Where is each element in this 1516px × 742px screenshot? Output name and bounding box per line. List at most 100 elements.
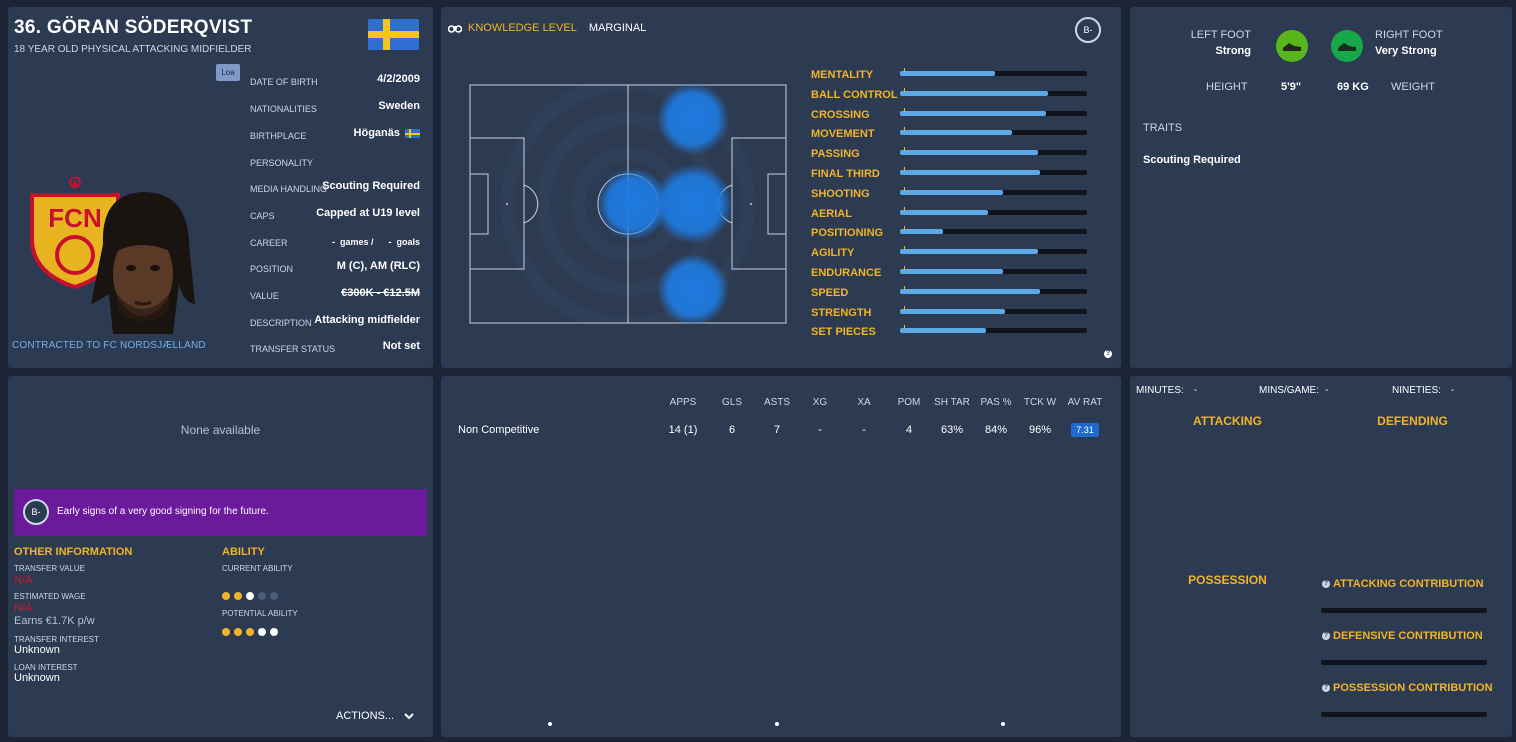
- stats-column-header[interactable]: GLS: [721, 397, 742, 408]
- page-dot[interactable]: [548, 722, 552, 726]
- loan-badge[interactable]: Loa: [216, 64, 240, 81]
- attribute-name: AGILITY: [811, 247, 855, 260]
- ability-star-icon: [258, 628, 266, 636]
- season-stats-panel: APPS GLS ASTS XG XA POM SH TAR PAS % TCK W AV RAT…: [441, 376, 1121, 737]
- info-key: BIRTHPLACE: [250, 131, 307, 141]
- left-boot-icon: [1276, 30, 1308, 62]
- right-foot-label: RIGHT FOOT: [1375, 29, 1443, 41]
- info-row-description: DESCRIPTION Attacking midfielder: [250, 314, 420, 334]
- scout-recommendation-banner[interactable]: B- Early signs of a very good signing fo…: [14, 489, 427, 536]
- attribute-bar-fill: [900, 288, 1041, 294]
- attribute-name: SPEED: [811, 286, 849, 299]
- attribute-tick: [904, 68, 905, 72]
- stats-column-header[interactable]: ASTS: [763, 397, 791, 408]
- attribute-row[interactable]: SET PIECES: [811, 322, 1091, 340]
- position-m-centre: [597, 168, 669, 240]
- player-face-avatar: [91, 192, 195, 334]
- attribute-bar: [900, 68, 1087, 76]
- help-icon[interactable]: ?: [1322, 632, 1330, 640]
- weight-label: WEIGHT: [1391, 81, 1435, 93]
- info-value[interactable]: Sweden: [378, 100, 420, 112]
- average-rating-badge: 7.31: [1071, 423, 1099, 437]
- attribute-bar: [900, 167, 1087, 175]
- potential-ability-label: POTENTIAL ABILITY: [222, 609, 298, 618]
- attribute-bar: [900, 127, 1087, 136]
- page-dot[interactable]: [775, 722, 779, 726]
- help-icon[interactable]: ?: [1322, 580, 1330, 588]
- attribute-row[interactable]: FINAL THIRD: [811, 164, 1091, 182]
- attribute-row[interactable]: AERIAL: [811, 204, 1091, 222]
- stats-column-header[interactable]: XG: [812, 397, 828, 408]
- traits-label: TRAITS: [1143, 122, 1183, 134]
- height-label: HEIGHT: [1206, 81, 1248, 93]
- attribute-bar: [900, 206, 1087, 215]
- page-dot[interactable]: [1001, 722, 1005, 726]
- attribute-bar-fill: [900, 269, 1003, 274]
- info-key: DESCRIPTION: [250, 318, 312, 328]
- potential-ability-stars: [222, 623, 282, 636]
- stats-row-label[interactable]: Non Competitive: [458, 424, 540, 436]
- attribute-bar: [900, 226, 1087, 235]
- stats-column-header[interactable]: XA: [857, 397, 871, 408]
- attribute-row[interactable]: MOVEMENT: [811, 124, 1091, 142]
- attacking-heading: ATTACKING: [1193, 414, 1262, 428]
- recommendation-grade-badge: B-: [23, 499, 49, 525]
- attribute-row[interactable]: POSITIONING: [811, 223, 1091, 241]
- attribute-row[interactable]: SHOOTING: [811, 184, 1091, 202]
- attribute-tick: [904, 206, 905, 211]
- stats-column-header[interactable]: POM: [897, 397, 921, 408]
- knowledge-value: MARGINAL: [588, 22, 647, 34]
- help-icon[interactable]: ?: [1322, 684, 1330, 692]
- stats-column-header[interactable]: SH TAR: [934, 397, 970, 408]
- attribute-row[interactable]: ENDURANCE: [811, 263, 1091, 281]
- info-key: DATE OF BIRTH: [250, 77, 318, 87]
- attribute-row[interactable]: SPEED: [811, 283, 1091, 301]
- attribute-bar-fill: [900, 249, 1039, 255]
- stats-value: 7: [773, 424, 781, 436]
- info-value: Höganäs: [353, 127, 400, 139]
- info-value[interactable]: Not set: [382, 340, 420, 352]
- right-boot-icon: [1331, 30, 1363, 62]
- possession-heading: POSSESSION: [1188, 573, 1267, 587]
- stats-column-header[interactable]: AV RAT: [1067, 397, 1103, 408]
- stats-column-header[interactable]: TCK W: [1023, 397, 1057, 408]
- attribute-bar-fill: [900, 229, 943, 235]
- attribute-row[interactable]: CROSSING: [811, 105, 1091, 123]
- transfer-interest-value: Unknown: [14, 644, 60, 656]
- info-key: TRANSFER STATUS: [250, 344, 336, 354]
- sweden-flag-small-icon: [405, 128, 420, 138]
- height-value: 5'9": [1281, 81, 1302, 93]
- weight-value: 69 KG: [1337, 81, 1369, 93]
- attribute-row[interactable]: STRENGTH: [811, 303, 1091, 321]
- attribute-bar-fill: [900, 170, 1041, 175]
- help-icon[interactable]: ?: [1104, 350, 1112, 358]
- info-value-wrap[interactable]: Höganäs: [354, 127, 420, 139]
- possession-contribution-label: POSSESSION CONTRIBUTION: [1333, 682, 1493, 694]
- stats-column-header[interactable]: APPS: [669, 397, 697, 408]
- attribute-name: BALL CONTROL: [811, 88, 898, 101]
- other-info-title: OTHER INFORMATION: [14, 546, 133, 558]
- attribute-bar-fill: [900, 71, 996, 76]
- mins-game-stat: MINS/GAME: -: [1259, 385, 1328, 396]
- ability-star-icon: [234, 592, 242, 600]
- stats-column-header[interactable]: PAS %: [980, 397, 1012, 408]
- attribute-tick: [904, 167, 905, 171]
- attribute-row[interactable]: MENTALITY: [811, 65, 1091, 83]
- attribute-bar: [900, 147, 1087, 156]
- possession-contribution-bar: [1321, 712, 1487, 717]
- attribute-tick: [904, 226, 905, 231]
- contract-status[interactable]: CONTRACTED TO FC NORDSJÆLLAND: [12, 340, 206, 351]
- attribute-tick: [904, 305, 905, 310]
- minutes-value: -: [1193, 385, 1198, 396]
- actions-button[interactable]: ACTIONS...: [336, 710, 414, 722]
- transfer-value: N/A: [14, 574, 33, 586]
- scout-grade-badge[interactable]: B-: [1075, 17, 1101, 43]
- earns-text: Earns €1.7K p/w: [14, 615, 95, 627]
- minutes-label: MINUTES:: [1136, 385, 1184, 396]
- info-key: PERSONALITY: [250, 158, 314, 168]
- info-value: M (C), AM (RLC): [336, 260, 420, 272]
- attribute-row[interactable]: PASSING: [811, 144, 1091, 162]
- attribute-row[interactable]: AGILITY: [811, 243, 1091, 261]
- info-row-position: POSITION M (C), AM (RLC): [250, 260, 420, 280]
- attribute-row[interactable]: BALL CONTROL: [811, 85, 1091, 103]
